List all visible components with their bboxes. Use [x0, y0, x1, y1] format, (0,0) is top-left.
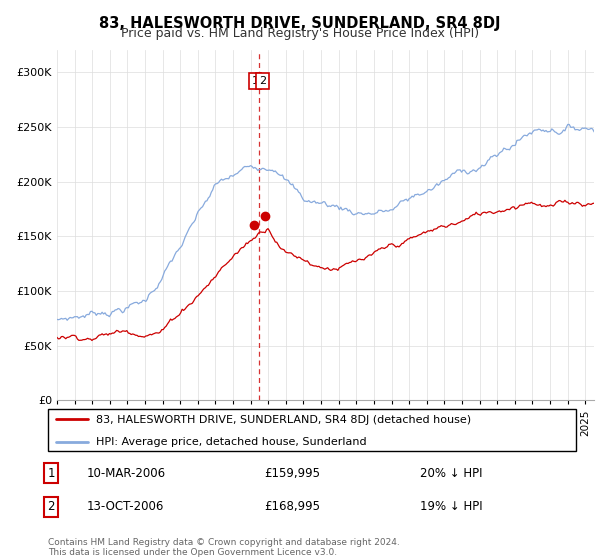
- Text: 10-MAR-2006: 10-MAR-2006: [87, 466, 166, 480]
- Text: 1: 1: [47, 466, 55, 480]
- Text: 19% ↓ HPI: 19% ↓ HPI: [420, 500, 482, 514]
- Text: 1: 1: [251, 76, 259, 86]
- Text: 20% ↓ HPI: 20% ↓ HPI: [420, 466, 482, 480]
- Text: 2: 2: [259, 76, 266, 86]
- Text: £168,995: £168,995: [264, 500, 320, 514]
- Text: 2: 2: [47, 500, 55, 514]
- Text: 13-OCT-2006: 13-OCT-2006: [87, 500, 164, 514]
- Text: Contains HM Land Registry data © Crown copyright and database right 2024.
This d: Contains HM Land Registry data © Crown c…: [48, 538, 400, 557]
- Text: 83, HALESWORTH DRIVE, SUNDERLAND, SR4 8DJ (detached house): 83, HALESWORTH DRIVE, SUNDERLAND, SR4 8D…: [95, 415, 470, 424]
- Text: £159,995: £159,995: [264, 466, 320, 480]
- Text: Price paid vs. HM Land Registry's House Price Index (HPI): Price paid vs. HM Land Registry's House …: [121, 27, 479, 40]
- Text: 83, HALESWORTH DRIVE, SUNDERLAND, SR4 8DJ: 83, HALESWORTH DRIVE, SUNDERLAND, SR4 8D…: [99, 16, 501, 31]
- Text: HPI: Average price, detached house, Sunderland: HPI: Average price, detached house, Sund…: [95, 437, 366, 447]
